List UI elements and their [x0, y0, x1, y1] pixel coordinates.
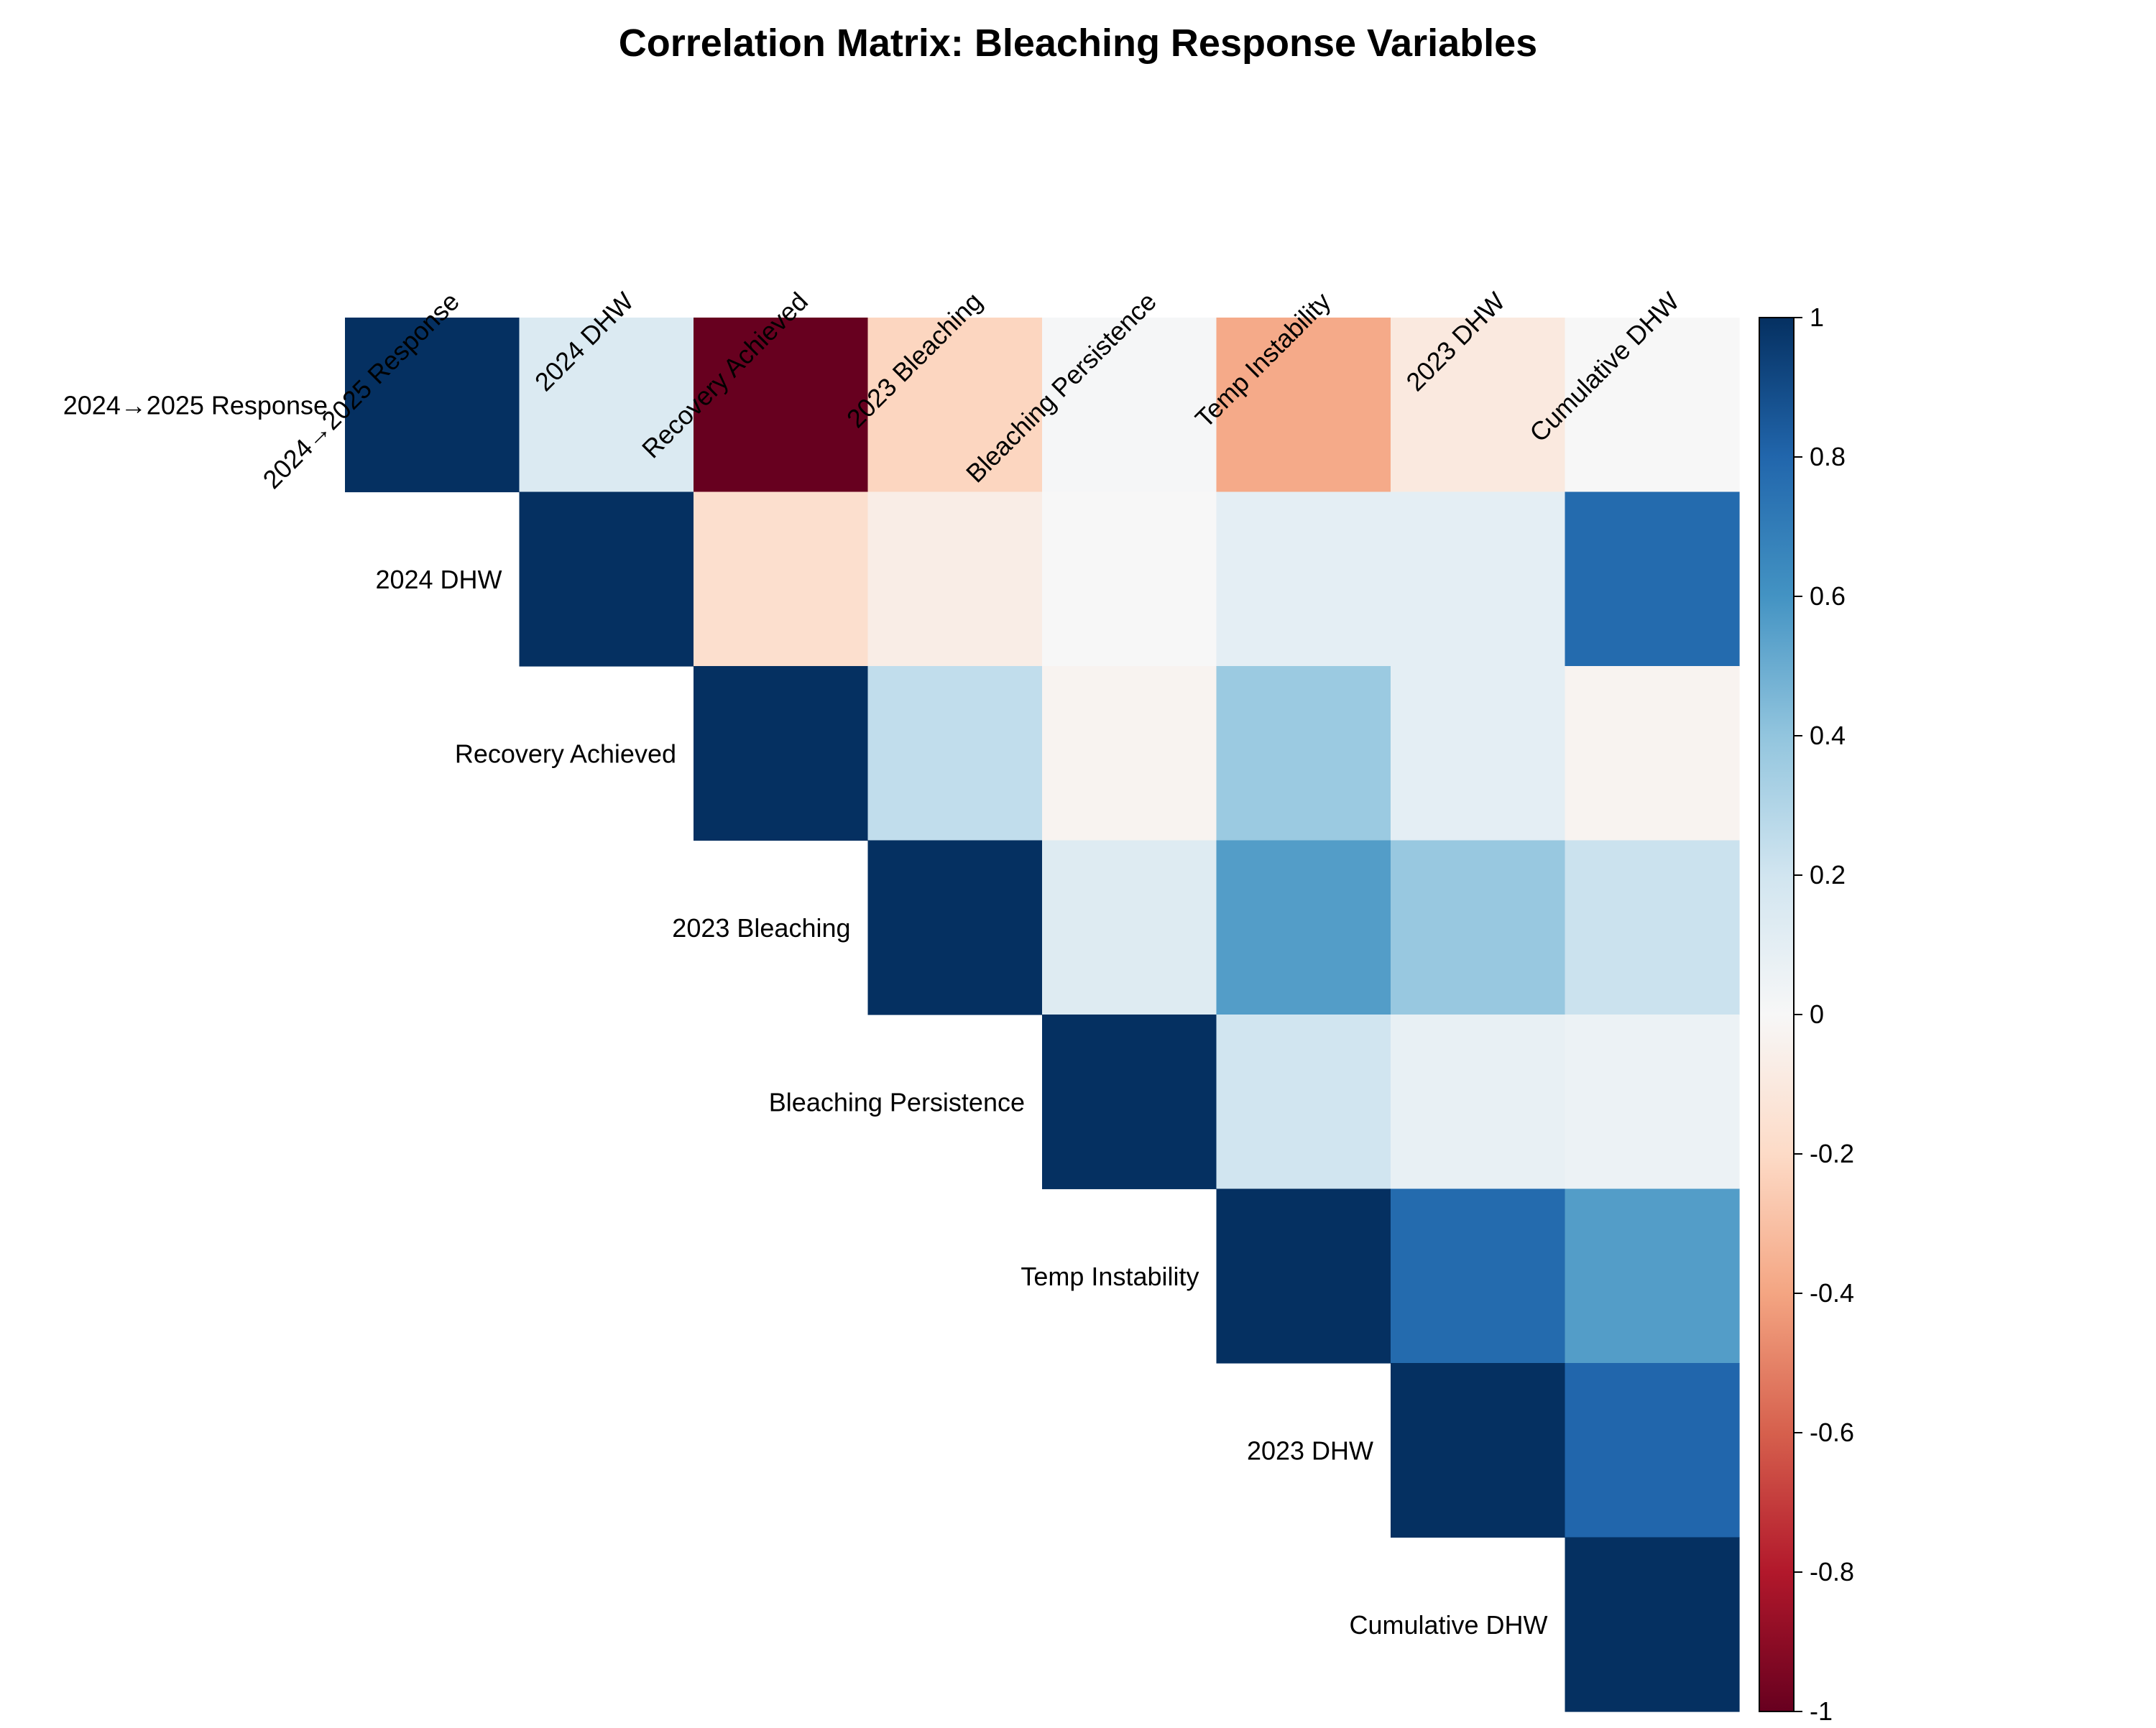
- colorbar-tick-label: 0.8: [1810, 442, 1846, 471]
- heatmap-cell-2024-dhw-x-cumulative-dhw: [1565, 491, 1740, 667]
- heatmap-cell-recovery-achieved-x-2023-bleaching: [867, 666, 1043, 841]
- heatmap-cell-bleaching-persistence-x-bleaching-persistence: [1042, 1015, 1217, 1190]
- heatmap-cell-2024-2025-response-x-2023-bleaching: [867, 318, 1043, 493]
- row-label-2023-dhw: 2023 DHW: [1247, 1436, 1373, 1465]
- heatmap-cell-2024-2025-response-x-recovery-achieved: [694, 318, 869, 493]
- colorbar-tick-label: 0: [1810, 999, 1824, 1029]
- colorbar-gradient: [1759, 317, 1795, 1712]
- colorbar-tick-label: 0.6: [1810, 581, 1846, 611]
- row-label-temp-instability: Temp Instability: [1021, 1262, 1199, 1291]
- colorbar: 1 0.8 0.6 0.4 0.2 0 -0.2 -0.4 -0.6 -0.8 -1: [1759, 302, 1854, 1726]
- colorbar-tick-label: 1: [1810, 302, 1824, 332]
- heatmap-cell-2023-bleaching-x-cumulative-dhw: [1565, 840, 1740, 1015]
- colorbar-tick-label: -1: [1810, 1696, 1833, 1724]
- heatmap-cell-temp-instability-x-cumulative-dhw: [1565, 1188, 1740, 1364]
- heatmap-cell-temp-instability-x-2023-dhw: [1391, 1188, 1566, 1364]
- heatmap-cell-2024-2025-response-x-2024-2025-response: [345, 318, 520, 493]
- heatmap-cell-bleaching-persistence-x-temp-instability: [1216, 1015, 1391, 1190]
- colorbar-tick-label: -0.4: [1810, 1278, 1854, 1308]
- row-label-2024-dhw: 2024 DHW: [375, 565, 502, 594]
- heatmap-cell-2023-bleaching-x-bleaching-persistence: [1042, 840, 1217, 1015]
- row-label-cumulative-dhw: Cumulative DHW: [1349, 1610, 1547, 1640]
- heatmap-cell-2023-bleaching-x-2023-dhw: [1391, 840, 1566, 1015]
- heatmap-cell-recovery-achieved-x-bleaching-persistence: [1042, 666, 1217, 841]
- heatmap-cell-2024-2025-response-x-cumulative-dhw: [1565, 318, 1740, 493]
- heatmap-cell-temp-instability-x-temp-instability: [1216, 1188, 1391, 1364]
- heatmap-cell-recovery-achieved-x-temp-instability: [1216, 666, 1391, 841]
- heatmap-cell-cumulative-dhw-x-cumulative-dhw: [1565, 1537, 1740, 1712]
- heatmap-cell-recovery-achieved-x-2023-dhw: [1391, 666, 1566, 841]
- heatmap-cell-2024-dhw-x-2023-dhw: [1391, 491, 1566, 667]
- heatmap-cell-bleaching-persistence-x-2023-dhw: [1391, 1015, 1566, 1190]
- colorbar-ticks: 1 0.8 0.6 0.4 0.2 0 -0.2 -0.4 -0.6 -0.8 -1: [1794, 302, 1854, 1726]
- heatmap-cell-2024-dhw-x-2023-bleaching: [867, 491, 1043, 667]
- heatmap-cell-2024-dhw-x-temp-instability: [1216, 491, 1391, 667]
- colorbar-tick-label: -0.6: [1810, 1418, 1854, 1447]
- heatmap-cell-2024-2025-response-x-2023-dhw: [1391, 318, 1566, 493]
- heatmap-cells: [345, 318, 1740, 1712]
- heatmap-cell-2023-bleaching-x-2023-bleaching: [867, 840, 1043, 1015]
- colorbar-tick-label: -0.8: [1810, 1557, 1854, 1586]
- heatmap-cell-2024-dhw-x-recovery-achieved: [694, 491, 869, 667]
- heatmap-cell-2024-2025-response-x-2024-dhw: [519, 318, 694, 493]
- colorbar-tick-label: 0.2: [1810, 860, 1846, 890]
- row-label-recovery-achieved: Recovery Achieved: [455, 739, 676, 768]
- colorbar-tick-label: -0.2: [1810, 1139, 1854, 1168]
- heatmap-cell-2024-2025-response-x-bleaching-persistence: [1042, 318, 1217, 493]
- heatmap-cell-recovery-achieved-x-recovery-achieved: [694, 666, 869, 841]
- heatmap-cell-2023-dhw-x-cumulative-dhw: [1565, 1363, 1740, 1538]
- colorbar-tick-label: 0.4: [1810, 721, 1846, 750]
- row-label-bleaching-persistence: Bleaching Persistence: [769, 1087, 1025, 1117]
- row-label-2024-2025-response: 2024→2025 Response: [63, 390, 328, 420]
- heatmap-cell-bleaching-persistence-x-cumulative-dhw: [1565, 1015, 1740, 1190]
- chart-title: Correlation Matrix: Bleaching Response V…: [619, 22, 1537, 65]
- heatmap-cell-recovery-achieved-x-cumulative-dhw: [1565, 666, 1740, 841]
- heatmap-cell-2024-2025-response-x-temp-instability: [1216, 318, 1391, 493]
- heatmap-cell-2024-dhw-x-2024-dhw: [519, 491, 694, 667]
- heatmap-cell-2023-dhw-x-2023-dhw: [1391, 1363, 1566, 1538]
- row-label-2023-bleaching: 2023 Bleaching: [672, 913, 850, 943]
- row-labels: 2024→2025 Response 2024 DHW Recovery Achie…: [63, 390, 1548, 1640]
- heatmap-cell-2023-bleaching-x-temp-instability: [1216, 840, 1391, 1015]
- heatmap-cell-2024-dhw-x-bleaching-persistence: [1042, 491, 1217, 667]
